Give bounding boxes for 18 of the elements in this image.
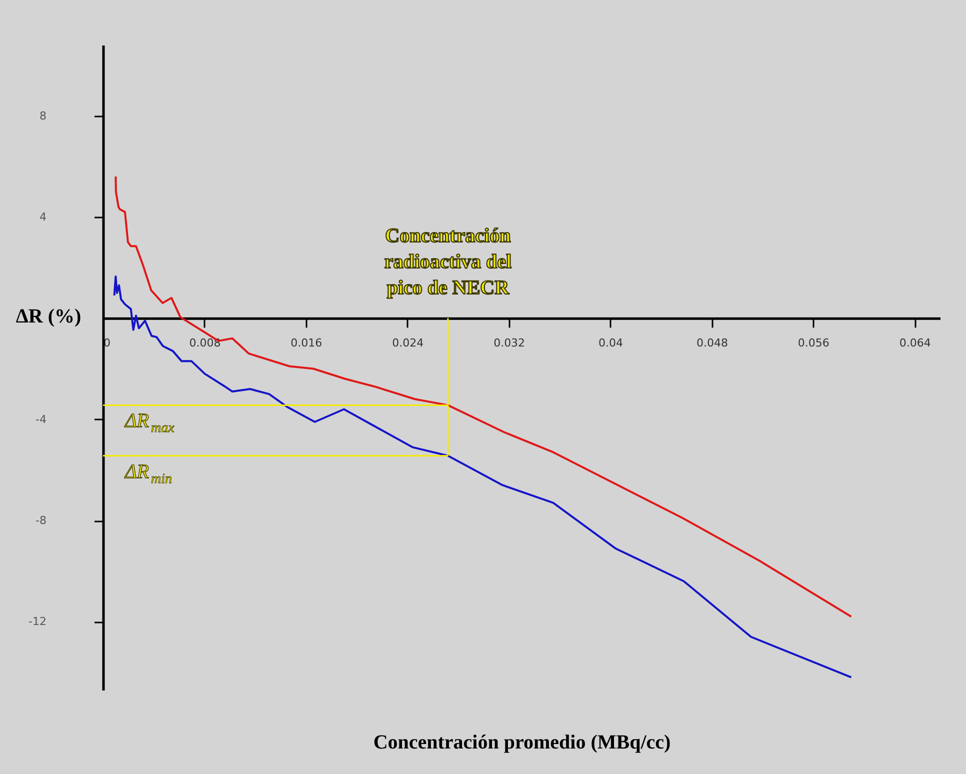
y-tick-label: 8 [40,109,46,122]
x-tick-label: 0.056 [798,336,830,350]
y-tick-label: -8 [36,514,46,528]
line-series [114,176,852,618]
x-tick-label: 0.064 [899,336,931,350]
y-tick-label: -12 [28,615,46,628]
x-tick-label: 0.008 [189,336,221,350]
x-tick-label: 0.016 [290,336,322,350]
x-tick-label: 0.04 [598,336,624,350]
x-axis-title: Concentración promedio (MBq/cc) [373,732,671,754]
line-series [113,275,852,678]
y-tick-label: 4 [40,210,46,224]
y-axis-title: ΔR (%) [16,306,82,328]
x-tick-label: 0.024 [392,336,424,350]
ref-line-label: Concentración radioactiva del pico de NECR [384,225,512,300]
x-tick-label: 0.032 [494,336,526,350]
y-tick-label: -4 [36,412,46,426]
x-tick-label: 0.048 [696,336,728,350]
